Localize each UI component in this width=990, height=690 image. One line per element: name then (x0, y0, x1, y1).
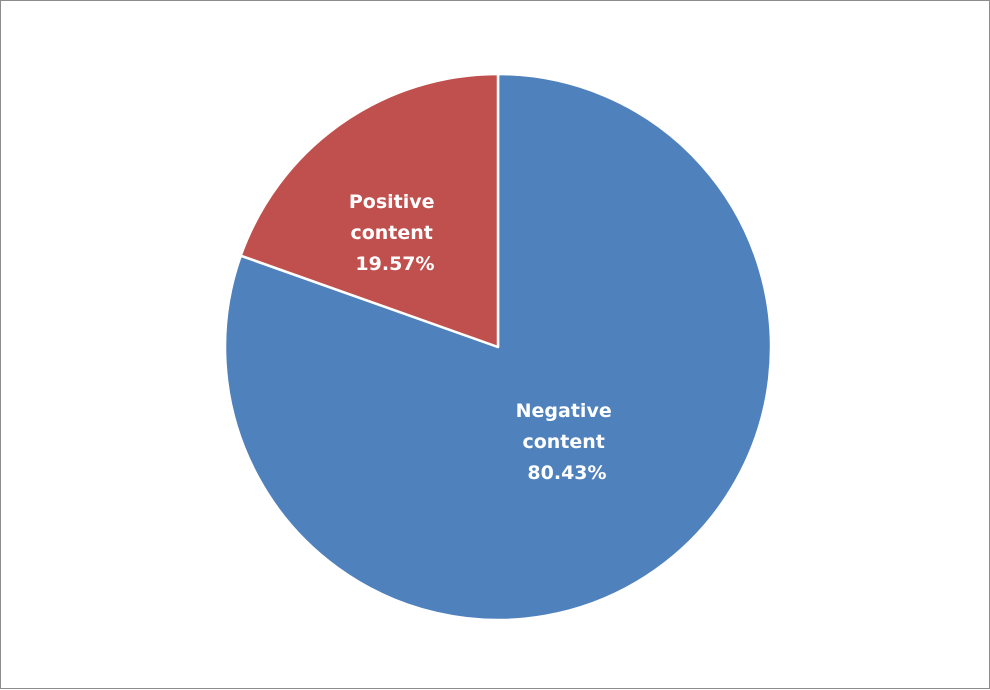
slice-label-negative-line1: Negative (516, 400, 612, 422)
pie-slice-positive (239, 72, 500, 349)
slice-label-negative-pct: 80.43% (527, 462, 606, 484)
slice-label-positive-line1: Positive (349, 191, 435, 213)
slice-label-positive-line2: content (350, 222, 432, 244)
slice-label-positive: Positive content 19.57% (349, 191, 441, 275)
pie-slices (223, 72, 773, 622)
pie-slice-negative (223, 72, 773, 622)
slice-label-negative: Negative content 80.43% (516, 400, 619, 484)
slice-label-positive-pct: 19.57% (355, 253, 434, 275)
slice-label-negative-line2: content (522, 431, 604, 453)
